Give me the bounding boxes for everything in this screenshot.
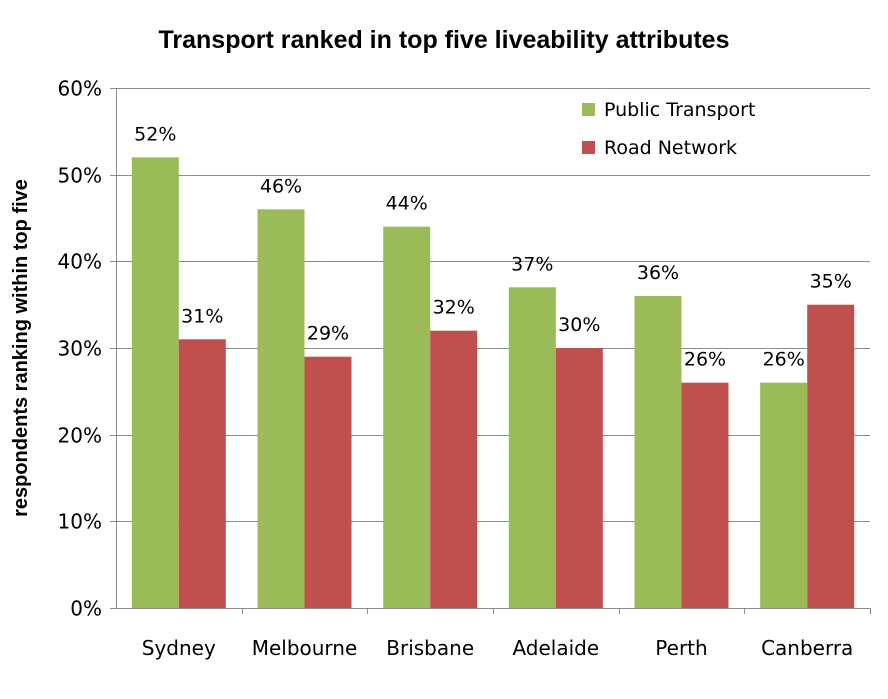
y-axis-label: respondents ranking within top five [10, 179, 32, 517]
data-label: 26% [763, 349, 805, 371]
data-label: 52% [134, 123, 176, 145]
chart-title: Transport ranked in top five liveability… [159, 26, 730, 54]
legend-swatch [582, 103, 595, 116]
legend-label: Road Network [604, 137, 737, 159]
bars [131, 157, 855, 609]
bar-public-transport-melbourne [257, 209, 305, 609]
x-tick-label: Perth [655, 636, 707, 660]
data-label: 36% [637, 262, 679, 284]
y-tick-label: 40% [58, 250, 102, 274]
bar-public-transport-perth [634, 296, 682, 608]
y-tick-label: 10% [58, 510, 102, 534]
y-tick-label: 50% [58, 164, 102, 188]
y-tick-label: 30% [58, 337, 102, 361]
legend: Public Transport Road Network [582, 99, 755, 159]
bar-public-transport-canberra [760, 382, 808, 608]
x-tick-label: Brisbane [386, 636, 474, 660]
y-axis-ticks: 0% 10% 20% 30% 40% 50% 60% [58, 77, 117, 621]
bar-public-transport-sydney [131, 157, 179, 609]
data-label: 32% [433, 297, 475, 319]
y-tick-label: 60% [58, 77, 102, 101]
data-label: 37% [511, 253, 553, 275]
bar-road-network-sydney [178, 339, 226, 608]
data-label: 35% [810, 271, 852, 293]
bar-road-network-canberra [807, 304, 855, 608]
gridlines [116, 88, 870, 522]
y-tick-label: 0% [70, 597, 102, 621]
y-tick-label: 20% [58, 424, 102, 448]
legend-label: Public Transport [604, 99, 755, 121]
data-label: 46% [260, 175, 302, 197]
x-axis-ticks: Sydney Melbourne Brisbane Adelaide Perth Canb… [116, 608, 871, 660]
bar-road-network-adelaide [555, 348, 603, 608]
bar-public-transport-brisbane [383, 226, 431, 608]
x-tick-label: Canberra [761, 636, 853, 660]
data-label: 29% [307, 323, 349, 345]
bar-road-network-melbourne [304, 356, 352, 608]
data-labels: 52% 31% 46% 29% 44% 32% 37% 30% 36% 26% 26% 35% [134, 123, 852, 370]
data-label: 30% [558, 314, 600, 336]
bar-road-network-brisbane [430, 330, 478, 608]
legend-swatch [582, 141, 595, 154]
x-tick-label: Melbourne [252, 636, 358, 660]
data-label: 31% [181, 305, 223, 327]
bar-public-transport-adelaide [508, 287, 556, 608]
bar-road-network-perth [681, 382, 729, 608]
x-tick-label: Adelaide [512, 636, 599, 660]
data-label: 44% [386, 193, 428, 215]
data-label: 26% [684, 349, 726, 371]
x-tick-label: Sydney [142, 636, 216, 660]
